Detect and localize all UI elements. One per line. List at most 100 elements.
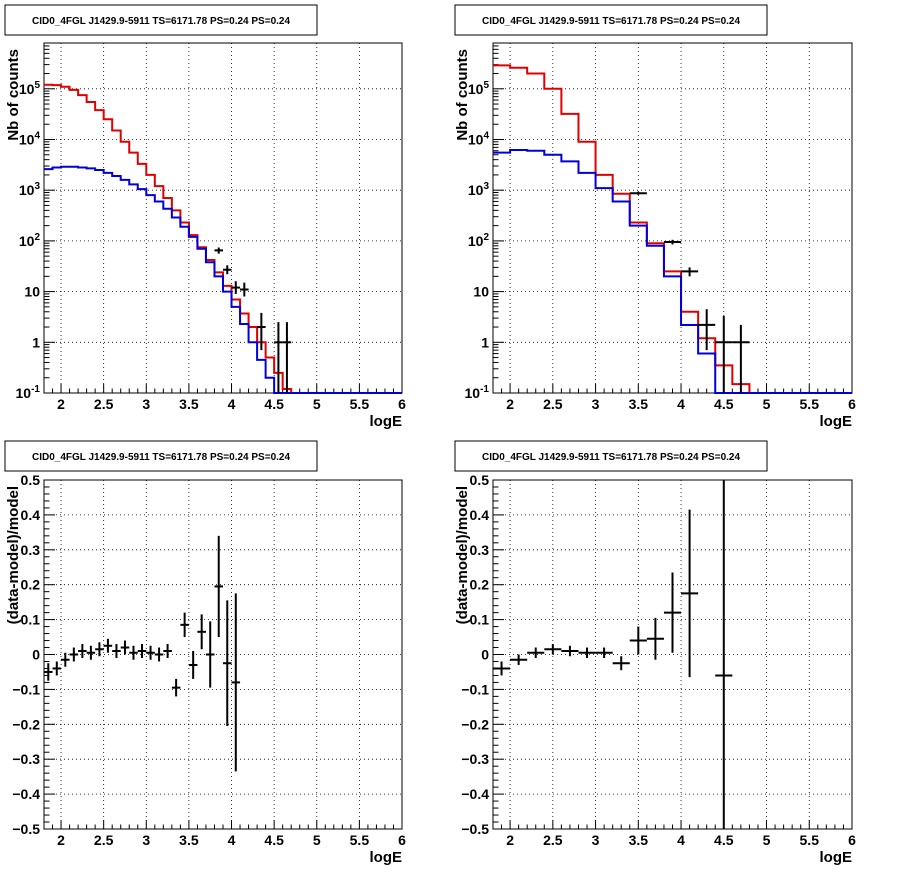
x-tick-label: 5.5: [350, 396, 370, 412]
y-tick-base: 10: [19, 81, 35, 97]
data-point: [282, 322, 292, 393]
x-tick-label: 3: [142, 832, 150, 848]
data-point: [205, 621, 215, 688]
plot-frame: [492, 479, 853, 830]
y-tick-label: 0.3: [470, 542, 490, 558]
x-tick-label: 4: [228, 396, 236, 412]
data-point: [214, 247, 223, 254]
y-tick-label: 102: [468, 232, 490, 249]
data-point: [493, 661, 511, 676]
data-point: [646, 617, 664, 660]
spectrum-panel-left: CID0_4FGL J1429.9-5911 TS=6171.78 PS=0.2…: [4, 4, 406, 430]
histogram-series-1: [44, 165, 402, 394]
data-point: [180, 612, 189, 638]
x-tick-label: 6: [848, 832, 856, 848]
data-point: [120, 640, 130, 655]
data-point: [171, 678, 181, 697]
y-tick-label: 10-1: [465, 384, 490, 401]
x-tick-label: 3.5: [629, 396, 649, 412]
data-point: [223, 265, 232, 275]
data-point: [214, 535, 223, 638]
x-tick-label: 3.5: [179, 832, 199, 848]
spectrum-panel-right: CID0_4FGL J1429.9-5911 TS=6171.78 PS=0.2…: [454, 4, 856, 430]
y-tick-label: 105: [468, 80, 490, 97]
data-point: [510, 654, 528, 665]
x-tick-label: 2.5: [94, 396, 114, 412]
data-point: [52, 661, 62, 676]
y-tick-label: 10: [473, 284, 489, 300]
chart-title: CID0_4FGL J1429.9-5911 TS=6171.78 PS=0.2…: [482, 16, 740, 27]
data-point: [663, 239, 682, 245]
data-point: [146, 645, 155, 660]
y-tick-label: 1: [32, 334, 40, 350]
y-axis-label: (data-model)/model: [5, 486, 22, 624]
y-tick-label: −0.5: [461, 821, 489, 837]
data-point: [732, 324, 750, 393]
y-tick-label: −0.5: [12, 821, 40, 837]
data-point: [578, 647, 596, 658]
y-tick-label: −0.1: [12, 681, 40, 697]
x-axis-label: logE: [370, 849, 403, 866]
y-tick-exponent: 4: [34, 130, 40, 141]
histogram-series-0: [493, 64, 852, 394]
data-point: [223, 600, 232, 727]
data-point: [595, 647, 613, 658]
plot-frame: [492, 42, 853, 394]
x-tick-label: 2: [506, 396, 514, 412]
data-point: [112, 644, 121, 658]
y-tick-exponent: 4: [483, 130, 489, 141]
y-tick-label: −0.4: [12, 786, 40, 802]
data-point: [681, 509, 699, 678]
y-tick-label: −0.4: [461, 786, 489, 802]
data-point: [95, 642, 104, 657]
y-tick-exponent: 2: [483, 232, 489, 243]
y-axis-label: (data-model)/model: [454, 486, 471, 624]
y-tick-label: 0.3: [21, 542, 41, 558]
x-tick-label: 4.5: [264, 396, 284, 412]
y-tick-label: 0.4: [470, 507, 490, 523]
y-tick-label: −0.3: [461, 751, 489, 767]
y-tick-base: 10: [19, 182, 35, 198]
plot-frame: [43, 42, 403, 394]
x-tick-label: 4: [228, 832, 236, 848]
data-point: [44, 663, 53, 681]
data-point: [240, 282, 249, 297]
y-tick-label: 0.4: [21, 507, 41, 523]
x-tick-label: 3.5: [179, 396, 199, 412]
data-point: [527, 647, 545, 658]
x-tick-label: 4.5: [714, 396, 734, 412]
x-tick-label: 5: [763, 832, 771, 848]
x-tick-label: 3: [142, 396, 150, 412]
y-tick-label: 0: [32, 647, 40, 663]
x-tick-label: 5.5: [800, 832, 820, 848]
y-tick-label: −0.2: [12, 716, 40, 732]
y-tick-base: 10: [16, 385, 32, 401]
x-tick-label: 5.5: [350, 832, 370, 848]
data-point: [103, 638, 113, 653]
data-point: [663, 572, 682, 653]
chart-title: CID0_4FGL J1429.9-5911 TS=6171.78 PS=0.2…: [32, 452, 290, 463]
y-tick-base: 10: [19, 233, 35, 249]
x-tick-label: 4: [677, 832, 685, 848]
y-tick-exponent: 3: [483, 181, 489, 192]
y-tick-label: 103: [19, 181, 41, 198]
data-point: [715, 316, 733, 393]
data-point: [129, 645, 138, 660]
x-tick-label: 5: [763, 396, 771, 412]
y-tick-label: 102: [19, 232, 41, 249]
y-tick-label: 104: [468, 130, 490, 147]
data-point: [197, 614, 206, 650]
y-tick-exponent: 5: [483, 80, 489, 91]
y-tick-base: 10: [468, 233, 484, 249]
data-point: [544, 644, 562, 655]
y-axis-label: Nb of counts: [5, 49, 22, 141]
x-tick-label: 3: [592, 396, 600, 412]
x-tick-label: 4.5: [714, 832, 734, 848]
y-tick-exponent: 3: [34, 181, 40, 192]
x-tick-label: 2: [57, 396, 65, 412]
title-box: [4, 440, 318, 472]
data-point: [154, 647, 164, 662]
y-tick-label: 0.5: [21, 472, 41, 488]
y-tick-base: 10: [465, 385, 481, 401]
